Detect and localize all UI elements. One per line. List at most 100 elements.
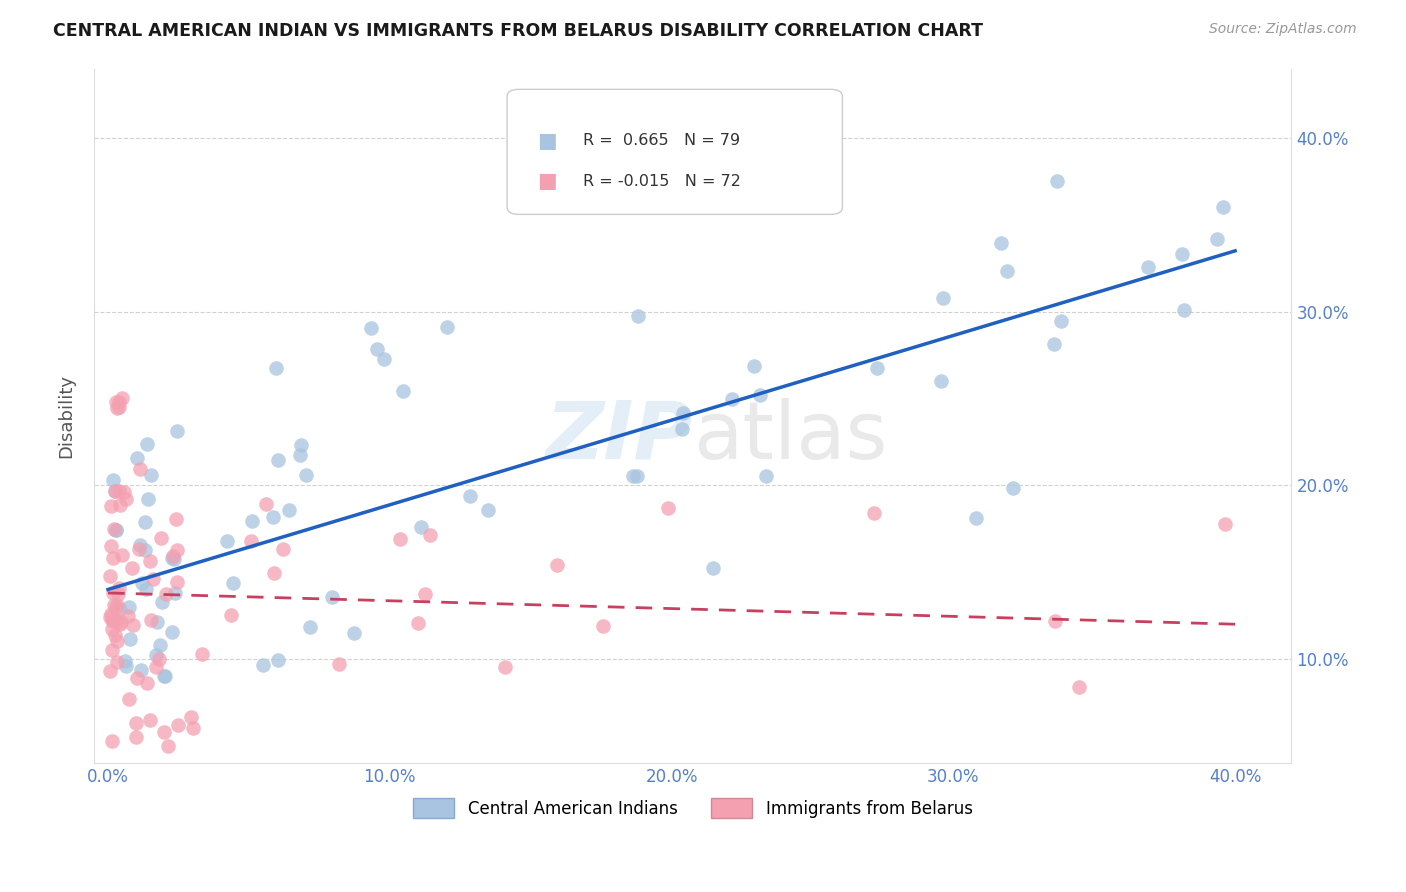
Point <box>135 676 157 690</box>
FancyBboxPatch shape <box>508 89 842 214</box>
Point <box>389 533 412 547</box>
Point <box>153 724 176 739</box>
Text: R = -0.015   N = 72: R = -0.015 N = 72 <box>582 174 741 188</box>
Point <box>360 321 382 335</box>
Point <box>222 576 245 591</box>
Point <box>1042 336 1064 351</box>
Point <box>155 587 177 601</box>
Point <box>134 542 156 557</box>
Point <box>671 422 693 436</box>
Point <box>755 468 778 483</box>
Point <box>966 511 988 525</box>
Point <box>263 566 285 580</box>
Point <box>574 186 596 200</box>
Point <box>146 615 169 629</box>
Point <box>105 395 128 409</box>
Point <box>162 549 184 563</box>
Point <box>929 374 952 388</box>
Point <box>252 658 274 673</box>
Point <box>546 558 568 572</box>
Point <box>627 309 650 323</box>
Point <box>1170 247 1192 261</box>
Point <box>721 392 744 406</box>
Text: R =  0.665   N = 79: R = 0.665 N = 79 <box>582 133 740 148</box>
Point <box>145 648 167 663</box>
Point <box>139 713 162 727</box>
Point <box>671 406 693 420</box>
Point <box>111 548 134 562</box>
Point <box>149 638 172 652</box>
Point <box>105 634 128 648</box>
Point <box>1136 260 1159 275</box>
Point <box>98 609 121 624</box>
Point <box>125 730 148 744</box>
Point <box>406 615 429 630</box>
Point <box>702 560 724 574</box>
Point <box>107 587 129 601</box>
Point <box>110 615 132 630</box>
Point <box>139 554 162 568</box>
Point <box>413 587 436 601</box>
Point <box>104 628 127 642</box>
Point <box>120 632 142 646</box>
Point <box>458 489 481 503</box>
Point <box>167 718 190 732</box>
Point <box>990 235 1012 250</box>
Point <box>295 468 318 483</box>
Point <box>657 501 679 516</box>
Point <box>108 483 131 498</box>
Point <box>118 600 141 615</box>
Point <box>103 551 125 566</box>
Point <box>271 541 294 556</box>
Text: Source: ZipAtlas.com: Source: ZipAtlas.com <box>1209 22 1357 37</box>
Point <box>145 659 167 673</box>
Text: ZIP: ZIP <box>546 398 693 475</box>
Point <box>150 595 173 609</box>
Point <box>105 613 128 627</box>
Point <box>148 651 170 665</box>
Point <box>163 552 186 566</box>
Point <box>105 599 128 613</box>
Point <box>101 613 124 627</box>
Point <box>156 739 179 753</box>
Point <box>288 448 311 462</box>
Point <box>118 691 141 706</box>
Point <box>266 652 288 666</box>
Point <box>114 654 136 668</box>
Point <box>110 498 132 512</box>
Point <box>162 625 184 640</box>
Point <box>131 576 153 591</box>
Point <box>343 626 366 640</box>
Legend: Central American Indians, Immigrants from Belarus: Central American Indians, Immigrants fro… <box>406 792 980 824</box>
Point <box>134 516 156 530</box>
Point <box>932 291 955 305</box>
Point <box>103 598 125 612</box>
Point <box>100 499 122 513</box>
Point <box>108 400 131 414</box>
Point <box>136 437 159 451</box>
Point <box>1205 232 1227 246</box>
Point <box>180 710 202 724</box>
Point <box>266 361 288 376</box>
Point <box>165 511 187 525</box>
Point <box>108 602 131 616</box>
Point <box>298 620 321 634</box>
Point <box>121 618 143 632</box>
Point <box>141 468 163 483</box>
Point <box>436 320 458 334</box>
Point <box>98 664 121 678</box>
Point <box>105 523 128 537</box>
Point <box>863 506 886 520</box>
Point <box>149 532 172 546</box>
Point <box>153 669 176 683</box>
Point <box>626 469 648 483</box>
Point <box>166 575 188 590</box>
Point <box>166 425 188 439</box>
Point <box>391 384 413 398</box>
Point <box>162 551 184 566</box>
Point <box>104 483 127 498</box>
Point <box>104 523 127 537</box>
Point <box>117 609 139 624</box>
Point <box>101 474 124 488</box>
Point <box>165 586 187 600</box>
